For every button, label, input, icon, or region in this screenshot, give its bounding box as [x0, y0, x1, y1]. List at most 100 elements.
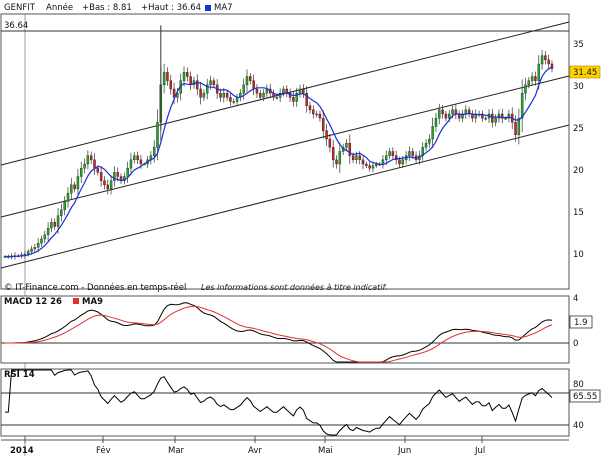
candle-body — [83, 163, 86, 169]
candle-body — [322, 117, 325, 131]
candle-body — [451, 109, 454, 115]
candle-body — [60, 209, 63, 216]
candle-body — [278, 92, 282, 98]
candle-body — [375, 163, 378, 166]
macd-signal-line — [5, 305, 553, 363]
candle-body — [358, 155, 361, 161]
candle-body — [262, 92, 265, 98]
candle-body — [66, 192, 70, 202]
candle-body — [89, 155, 93, 161]
candle-body — [205, 84, 209, 94]
macd-signal-swatch — [73, 298, 79, 304]
candle-body — [391, 151, 395, 156]
candle-body — [252, 80, 255, 90]
footer-source: © IT-Finance.com - Données en temps-réel — [4, 282, 186, 293]
candle-body — [537, 63, 540, 81]
candle-body — [408, 151, 411, 156]
candle-body — [345, 142, 348, 148]
ma7-line — [5, 66, 553, 258]
candle-body — [514, 122, 517, 136]
candle-body — [497, 113, 501, 119]
candle-body — [540, 55, 544, 65]
rsi-last-label: 65.55 — [573, 392, 597, 402]
candle-body — [275, 97, 279, 99]
candle-body — [448, 113, 451, 119]
candle-body — [507, 113, 511, 119]
candle-body — [26, 251, 30, 255]
candle-body — [305, 92, 308, 106]
candle-body — [368, 165, 371, 169]
candle-body — [484, 117, 487, 120]
candle-body — [136, 155, 139, 161]
candle-body — [394, 155, 398, 161]
candle-body — [76, 176, 80, 190]
candle-body — [338, 151, 342, 165]
macd-panel-frame — [0, 295, 570, 364]
candle-body — [43, 234, 47, 240]
candle-body — [335, 159, 338, 165]
candle-body — [196, 80, 199, 90]
macd-tick-4: 4 — [573, 294, 578, 304]
header-ma: MA7 — [214, 3, 233, 13]
candle-body — [428, 138, 431, 144]
candle-body — [424, 142, 428, 148]
x-tick-marks — [24, 436, 483, 443]
candle-body — [315, 113, 318, 116]
candle-body — [152, 147, 156, 156]
candle-body — [355, 155, 358, 161]
candle-body — [172, 88, 176, 98]
candle-body — [302, 88, 305, 94]
x-tick-feb: Fév — [96, 445, 111, 456]
price-tick-10: 10 — [573, 250, 584, 260]
candle-body — [36, 242, 40, 248]
x-tick-2014: 2014 — [10, 446, 34, 456]
candle-body — [235, 97, 239, 102]
candle-body — [308, 105, 312, 111]
candle-body — [162, 72, 166, 86]
trend-channel-lower — [0, 124, 570, 269]
candle-body — [282, 88, 285, 94]
candle-body — [295, 92, 298, 102]
candle-body — [411, 151, 414, 156]
price-tick-30: 30 — [573, 82, 584, 92]
candle-body — [550, 63, 554, 69]
x-tick-apr: Avr — [248, 446, 262, 456]
candle-body — [371, 165, 375, 169]
candle-body — [298, 88, 302, 94]
candle-body — [381, 159, 385, 165]
last-price-badge — [569, 65, 601, 79]
high-marker-label: 36.64 — [4, 21, 28, 31]
candle-body — [242, 84, 245, 94]
x-axis: 2014 Fév Mar Avr Mai Jun Jul — [10, 445, 485, 456]
candle-body — [494, 117, 497, 123]
candle-body — [40, 238, 43, 244]
header-high: +Haut : 36.64 — [141, 3, 201, 13]
candle-body — [202, 92, 206, 98]
candle-body — [444, 113, 448, 119]
price-axis: 10 15 20 25 30 35 — [573, 40, 584, 260]
candle-body — [103, 180, 106, 186]
macd-tick-0: 0 — [573, 339, 578, 349]
candle-body — [351, 155, 355, 161]
candle-body — [99, 172, 103, 181]
candle-body — [189, 76, 192, 86]
last-price-label: 31.45 — [573, 68, 597, 78]
candle-body — [96, 167, 100, 173]
candle-body — [219, 92, 222, 98]
macd-label: MACD 12 26 — [4, 297, 62, 307]
candle-body — [491, 113, 494, 123]
candle-body — [385, 155, 388, 161]
candle-body — [113, 172, 116, 181]
candle-body — [328, 138, 332, 148]
header-ma-swatch — [205, 5, 211, 11]
rsi-label: RSI 14 — [4, 370, 35, 380]
candle-body — [401, 159, 405, 165]
candle-body — [33, 247, 37, 250]
footer-disclaimer: Les informations sont données à titre in… — [201, 282, 388, 292]
candle-body — [361, 159, 365, 165]
candle-body — [169, 80, 172, 90]
x-tick-jul: Jul — [474, 446, 485, 456]
candle-body — [249, 76, 252, 81]
candle-body — [312, 109, 315, 115]
